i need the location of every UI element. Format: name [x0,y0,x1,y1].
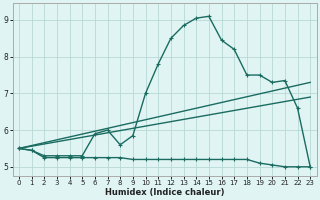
X-axis label: Humidex (Indice chaleur): Humidex (Indice chaleur) [105,188,224,197]
